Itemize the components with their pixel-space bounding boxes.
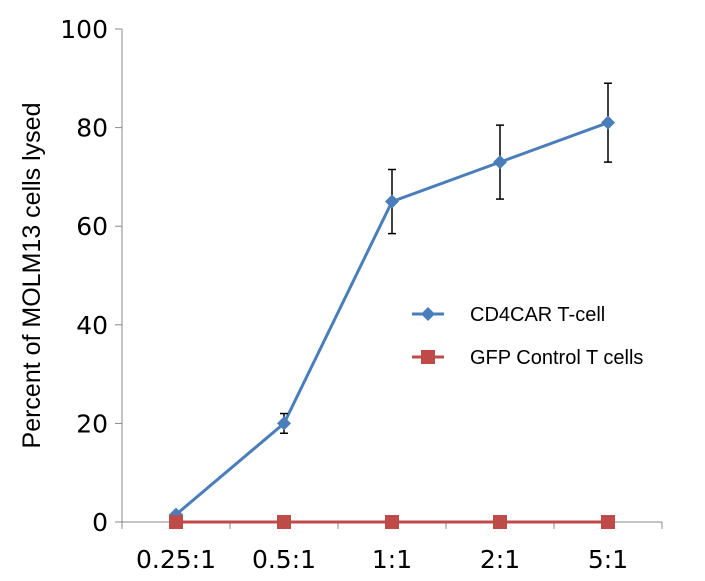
x-tick-label: 1:1 (372, 545, 412, 574)
data-point (493, 155, 507, 170)
y-tick-label: 40 (76, 311, 108, 340)
axes (121, 29, 662, 523)
series-0 (169, 82, 615, 522)
series-1 (169, 515, 615, 529)
data-point (277, 515, 291, 529)
y-axis-title: Percent of MOLM13 cells lysed (18, 103, 46, 449)
legend-label: CD4CAR T-cell (470, 304, 605, 326)
legend-marker (421, 307, 435, 321)
x-tick-label: 2:1 (480, 545, 520, 574)
data-point (385, 194, 399, 209)
x-tick-label: 5:1 (588, 545, 628, 574)
y-axis-ticks: 0 20 40 60 80 100 (60, 15, 122, 537)
legend-label: GFP Control T cells (470, 347, 643, 369)
legend-marker (421, 350, 435, 364)
y-tick-label: 80 (76, 114, 108, 143)
data-point (169, 515, 183, 529)
legend: CD4CAR T-cell GFP Control T cells (412, 304, 643, 369)
x-axis-ticks: 0.25:1 0.5:1 1:1 2:1 5:1 (121, 522, 663, 574)
x-tick-label: 0.5:1 (252, 545, 316, 574)
y-tick-label: 100 (60, 15, 108, 44)
data-point (601, 515, 615, 529)
data-point (277, 416, 291, 431)
y-tick-label: 20 (76, 409, 108, 438)
series-layer (169, 82, 615, 529)
data-point (601, 115, 615, 130)
data-point (493, 515, 507, 529)
y-tick-label: 60 (76, 212, 108, 241)
data-point (385, 515, 399, 529)
y-tick-label: 0 (92, 508, 108, 537)
x-tick-label: 0.25:1 (136, 545, 216, 574)
